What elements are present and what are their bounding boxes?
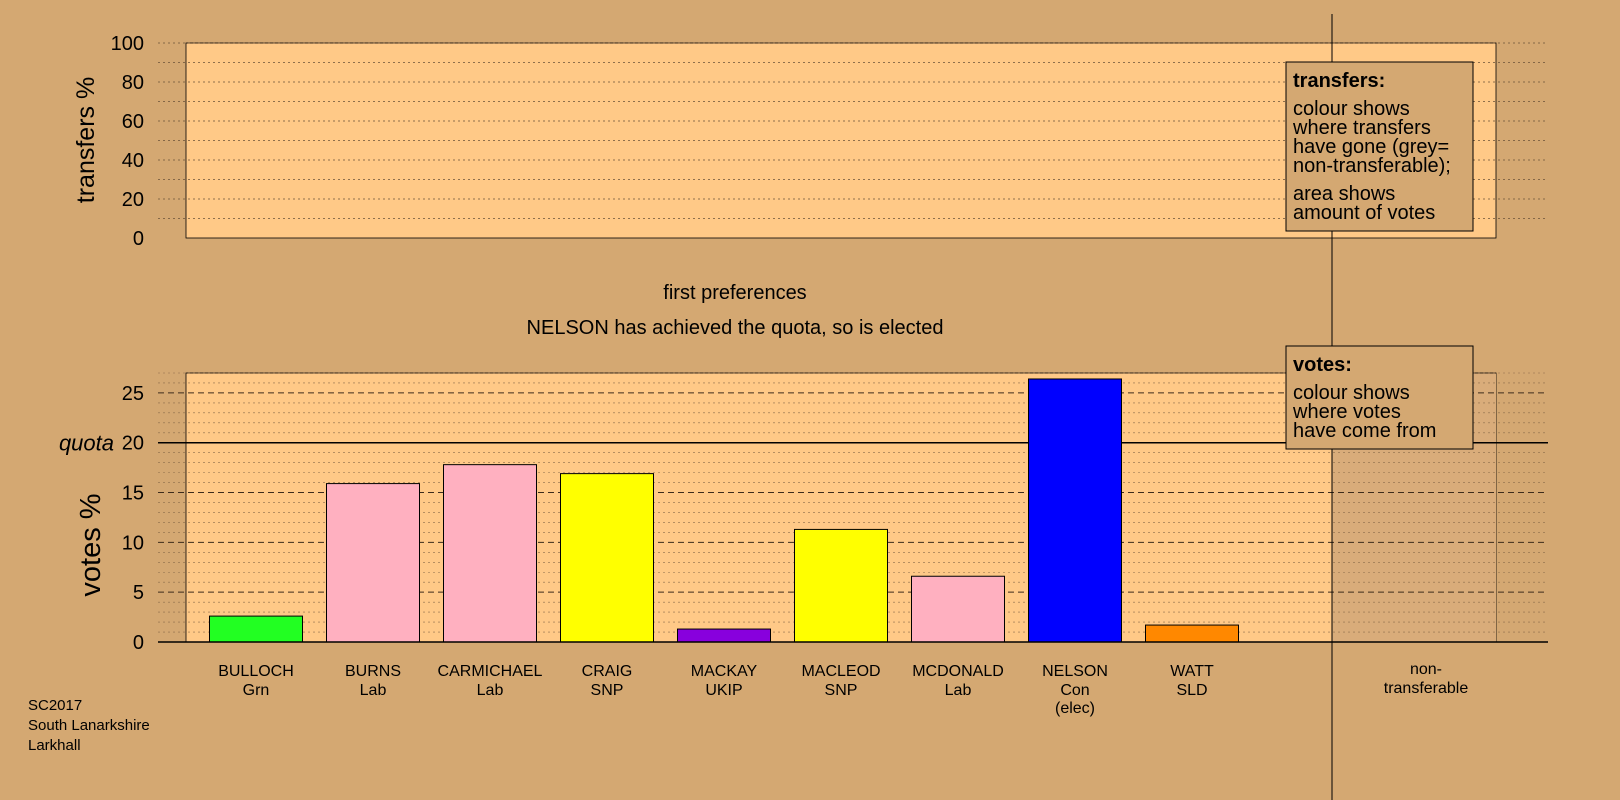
candidate-party-label: UKIP bbox=[705, 682, 742, 699]
votes-legend-text: where votes bbox=[1292, 401, 1401, 423]
candidate-name-label: MACKAY bbox=[691, 663, 758, 680]
transfers-legend-text: have gone (grey= bbox=[1293, 136, 1449, 158]
transfers-legend-title: transfers: bbox=[1293, 70, 1385, 92]
candidate-bar-craig bbox=[560, 473, 654, 643]
candidate-name-label: MACLEOD bbox=[801, 663, 880, 680]
votes-tick-label: 10 bbox=[122, 532, 144, 554]
candidate-bar-nelson bbox=[1028, 378, 1122, 643]
transfers-legend-text: non-transferable); bbox=[1293, 155, 1451, 177]
election-info-line: SC2017 bbox=[28, 697, 82, 714]
votes-axis-label: votes % bbox=[75, 493, 107, 596]
transfers-tick-label: 40 bbox=[122, 150, 144, 172]
candidate-name-label: NELSON bbox=[1042, 663, 1108, 680]
election-info-line: Larkhall bbox=[28, 737, 81, 754]
election-status: NELSON has achieved the quota, so is ele… bbox=[527, 317, 944, 339]
transfers-tick-label: 0 bbox=[133, 228, 144, 250]
transfers-tick-label: 80 bbox=[122, 72, 144, 94]
transfers-legend-box bbox=[1285, 61, 1474, 232]
candidate-name-label: BURNS bbox=[345, 663, 401, 680]
candidate-name-label: WATT bbox=[1170, 663, 1214, 680]
nontransferable-label: non- bbox=[1410, 661, 1442, 678]
votes-legend-text: colour shows bbox=[1293, 382, 1410, 404]
candidate-name-label: MCDONALD bbox=[912, 663, 1004, 680]
votes-tick-label: 20 bbox=[122, 433, 144, 455]
candidate-bar-watt bbox=[1145, 624, 1239, 643]
nontransferable-label: transferable bbox=[1384, 680, 1469, 697]
candidate-party-label: Grn bbox=[243, 682, 270, 699]
stage-captions: first preferences NELSON has achieved th… bbox=[527, 282, 944, 339]
votes-panel: quota 0 5 10 15 20 25 votes % bbox=[59, 372, 1548, 654]
votes-tick-label: 5 bbox=[133, 582, 144, 604]
candidate-party-label: Lab bbox=[477, 682, 504, 699]
transfers-axis-label: transfers % bbox=[72, 77, 100, 203]
stage-caption: first preferences bbox=[663, 282, 806, 304]
transfers-legend-text: area shows bbox=[1293, 183, 1395, 205]
candidate-bar-bulloch bbox=[209, 615, 303, 643]
candidate-party-label: SNP bbox=[591, 682, 624, 699]
candidate-bar-mcdonald bbox=[911, 575, 1005, 643]
candidate-labels: BULLOCH Grn BURNS Lab CARMICHAEL Lab CRAIG SNP M… bbox=[218, 14, 1468, 800]
election-info: SC2017 South Lanarkshire Larkhall bbox=[28, 697, 150, 754]
candidate-bar-mackay bbox=[677, 628, 771, 643]
transfers-legend-text: amount of votes bbox=[1293, 202, 1435, 224]
candidate-name-label: CRAIG bbox=[582, 663, 633, 680]
candidate-party-label: Lab bbox=[945, 682, 972, 699]
transfers-panel: 0 20 40 60 80 100 transfers % bbox=[72, 33, 1548, 250]
votes-legend-box bbox=[1285, 345, 1474, 450]
quota-label: quota bbox=[59, 431, 114, 456]
candidate-bar-carmichael bbox=[443, 464, 537, 643]
votes-legend-title: votes: bbox=[1293, 354, 1352, 376]
candidate-name-label: BULLOCH bbox=[218, 663, 294, 680]
candidate-status-label: (elec) bbox=[1055, 700, 1095, 717]
votes-tick-label: 25 bbox=[122, 383, 144, 405]
transfers-legend-text: colour shows bbox=[1293, 98, 1410, 120]
candidate-party-label: Con bbox=[1060, 682, 1089, 699]
transfers-tick-label: 20 bbox=[122, 189, 144, 211]
votes-tick-label: 15 bbox=[122, 483, 144, 505]
candidate-bar-macleod bbox=[794, 528, 888, 643]
transfers-legend-text: where transfers bbox=[1292, 117, 1431, 139]
candidate-party-label: Lab bbox=[360, 682, 387, 699]
candidate-bar-burns bbox=[326, 483, 420, 643]
candidate-party-label: SLD bbox=[1176, 682, 1207, 699]
transfers-tick-label: 100 bbox=[111, 33, 144, 55]
election-info-line: South Lanarkshire bbox=[28, 717, 150, 734]
votes-tick-label: 0 bbox=[133, 632, 144, 654]
votes-legend-text: have come from bbox=[1293, 420, 1436, 442]
transfers-tick-label: 60 bbox=[122, 111, 144, 133]
candidate-name-label: CARMICHAEL bbox=[438, 663, 543, 680]
candidate-party-label: SNP bbox=[825, 682, 858, 699]
